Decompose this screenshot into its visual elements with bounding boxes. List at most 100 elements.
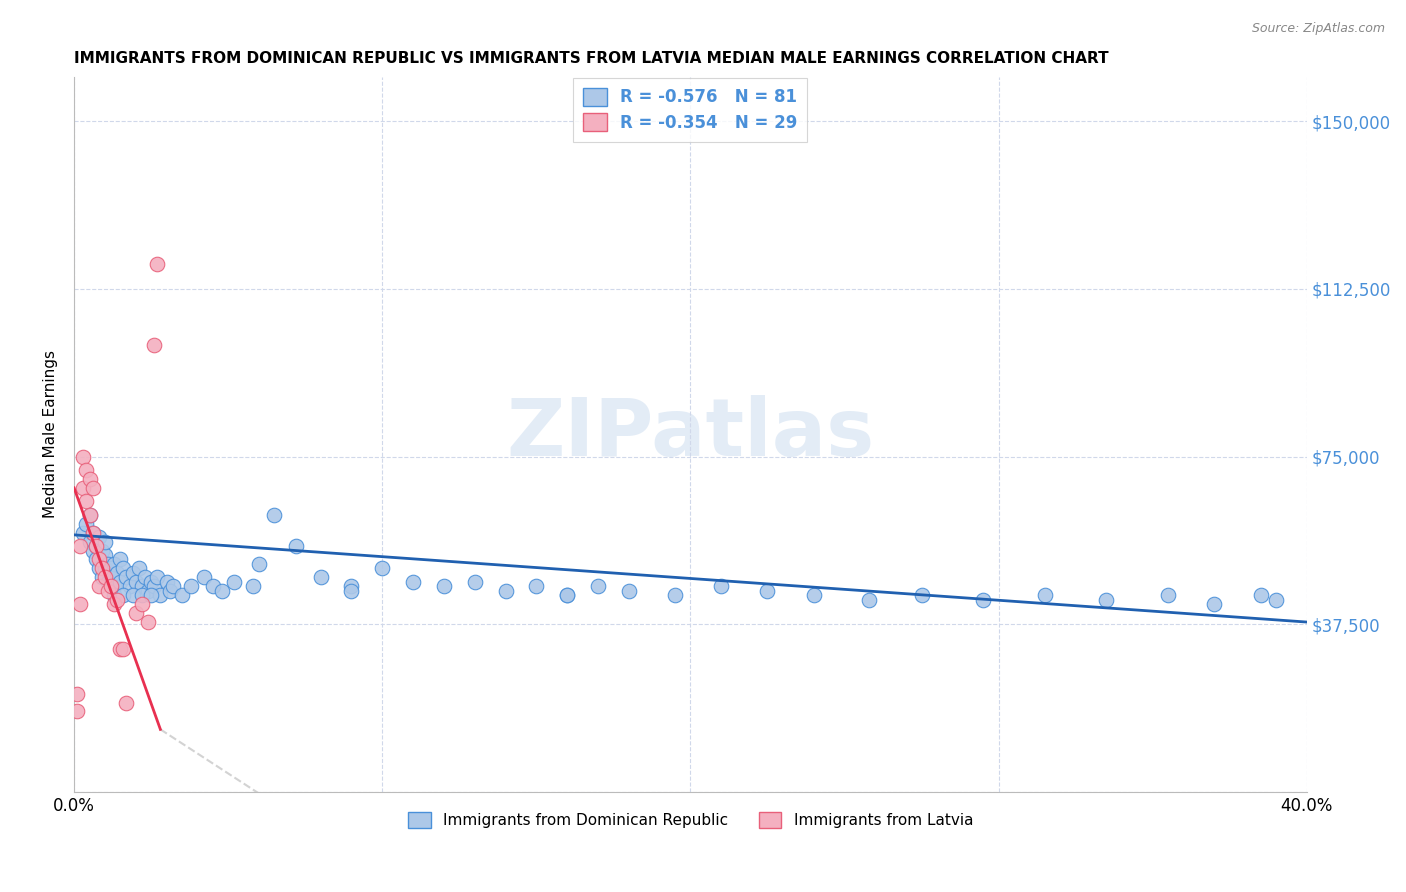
Point bbox=[664, 588, 686, 602]
Point bbox=[121, 566, 143, 580]
Point bbox=[143, 338, 166, 352]
Point bbox=[586, 579, 609, 593]
Point bbox=[1095, 592, 1118, 607]
Point bbox=[79, 508, 101, 522]
Point bbox=[110, 552, 132, 566]
Point bbox=[136, 615, 159, 629]
Point bbox=[134, 570, 156, 584]
Point bbox=[402, 574, 425, 589]
Point bbox=[82, 481, 104, 495]
Point bbox=[285, 539, 308, 553]
Point bbox=[1204, 597, 1226, 611]
Point bbox=[79, 472, 101, 486]
Point bbox=[555, 588, 578, 602]
Point bbox=[79, 534, 101, 549]
Point bbox=[170, 588, 193, 602]
Point bbox=[94, 570, 117, 584]
Point bbox=[803, 588, 825, 602]
Point bbox=[75, 494, 97, 508]
Point bbox=[128, 561, 150, 575]
Point bbox=[162, 579, 184, 593]
Point bbox=[1033, 588, 1056, 602]
Point bbox=[103, 557, 125, 571]
Point bbox=[105, 592, 128, 607]
Point bbox=[224, 574, 246, 589]
Point bbox=[146, 570, 169, 584]
Point bbox=[110, 641, 132, 656]
Point bbox=[100, 561, 122, 575]
Point bbox=[118, 579, 141, 593]
Point bbox=[112, 588, 135, 602]
Point bbox=[309, 570, 332, 584]
Point bbox=[149, 588, 172, 602]
Point bbox=[115, 570, 138, 584]
Point bbox=[136, 583, 159, 598]
Point bbox=[97, 583, 120, 598]
Point bbox=[180, 579, 202, 593]
Point bbox=[87, 530, 110, 544]
Point bbox=[100, 579, 122, 593]
Point bbox=[146, 257, 169, 271]
Point bbox=[75, 463, 97, 477]
Point bbox=[79, 508, 101, 522]
Point bbox=[82, 525, 104, 540]
Point bbox=[495, 583, 517, 598]
Point bbox=[433, 579, 456, 593]
Point bbox=[84, 539, 107, 553]
Point bbox=[94, 534, 117, 549]
Point bbox=[464, 574, 486, 589]
Point bbox=[82, 543, 104, 558]
Point bbox=[103, 597, 125, 611]
Point bbox=[66, 705, 89, 719]
Point bbox=[858, 592, 880, 607]
Point bbox=[87, 561, 110, 575]
Point bbox=[125, 606, 148, 620]
Point bbox=[121, 588, 143, 602]
Y-axis label: Median Male Earnings: Median Male Earnings bbox=[44, 351, 58, 518]
Point bbox=[371, 561, 394, 575]
Point bbox=[756, 583, 779, 598]
Point bbox=[90, 561, 112, 575]
Point bbox=[247, 557, 270, 571]
Point bbox=[90, 543, 112, 558]
Point bbox=[112, 561, 135, 575]
Point bbox=[710, 579, 733, 593]
Point bbox=[263, 508, 285, 522]
Point bbox=[155, 574, 177, 589]
Point bbox=[340, 579, 363, 593]
Text: Source: ZipAtlas.com: Source: ZipAtlas.com bbox=[1251, 22, 1385, 36]
Point bbox=[139, 574, 162, 589]
Point bbox=[66, 687, 89, 701]
Point bbox=[910, 588, 932, 602]
Point bbox=[340, 583, 363, 598]
Point bbox=[72, 450, 94, 464]
Point bbox=[139, 588, 162, 602]
Point bbox=[524, 579, 547, 593]
Point bbox=[1157, 588, 1180, 602]
Text: ZIPatlas: ZIPatlas bbox=[506, 395, 875, 474]
Point bbox=[159, 583, 181, 598]
Point bbox=[617, 583, 640, 598]
Point bbox=[125, 574, 148, 589]
Text: IMMIGRANTS FROM DOMINICAN REPUBLIC VS IMMIGRANTS FROM LATVIA MEDIAN MALE EARNING: IMMIGRANTS FROM DOMINICAN REPUBLIC VS IM… bbox=[75, 51, 1109, 66]
Point bbox=[131, 579, 153, 593]
Point bbox=[94, 561, 117, 575]
Point bbox=[72, 481, 94, 495]
Point bbox=[84, 539, 107, 553]
Point bbox=[201, 579, 224, 593]
Point bbox=[97, 574, 120, 589]
Point bbox=[69, 539, 91, 553]
Legend: Immigrants from Dominican Republic, Immigrants from Latvia: Immigrants from Dominican Republic, Immi… bbox=[402, 805, 979, 834]
Point bbox=[75, 516, 97, 531]
Point bbox=[94, 548, 117, 562]
Point bbox=[105, 566, 128, 580]
Point bbox=[1265, 592, 1288, 607]
Point bbox=[115, 696, 138, 710]
Point bbox=[211, 583, 233, 598]
Point bbox=[103, 579, 125, 593]
Point bbox=[69, 597, 91, 611]
Point bbox=[87, 579, 110, 593]
Point bbox=[84, 552, 107, 566]
Point bbox=[555, 588, 578, 602]
Point bbox=[131, 588, 153, 602]
